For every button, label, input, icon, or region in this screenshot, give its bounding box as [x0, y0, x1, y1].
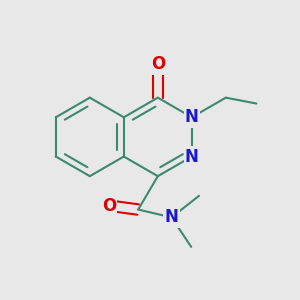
- Text: N: N: [185, 108, 199, 126]
- Text: N: N: [165, 208, 178, 226]
- Text: O: O: [151, 55, 165, 73]
- Text: N: N: [185, 148, 199, 166]
- Text: O: O: [102, 196, 116, 214]
